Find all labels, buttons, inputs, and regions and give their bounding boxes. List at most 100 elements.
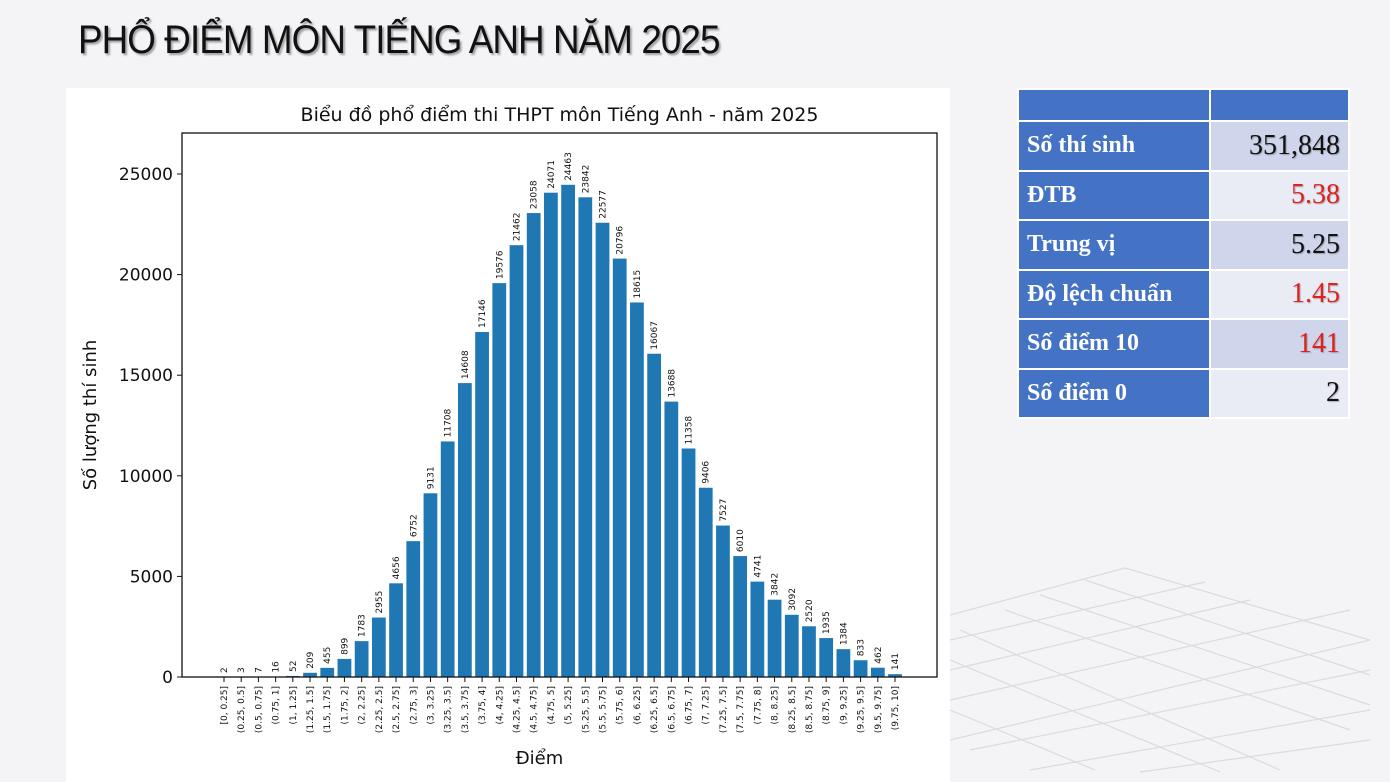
bar [371,617,386,677]
x-tick-label: (2.25, 2.5] [375,686,385,733]
bar-value-label: 6752 [409,514,419,537]
bar-value-label: 1783 [358,614,368,637]
stats-label: ĐTB [1017,169,1211,221]
bar-value-label: 24071 [547,160,557,189]
bar-value-label: 6010 [736,529,746,552]
slide-title: PHỔ ĐIỂM MÔN TIẾNG ANH NĂM 2025 [78,18,720,62]
stats-row-candidates: Số thí sinh 351,848 [1017,120,1350,172]
stats-row-std-dev: Độ lệch chuẩn 1.45 [1017,268,1350,320]
x-tick-label: (0.25, 0.5] [237,686,247,733]
bar-value-label: 9406 [702,461,712,484]
bar-value-label: 19576 [495,250,505,279]
bar [492,283,507,677]
x-tick-label: (7.75, 8] [753,686,763,725]
x-tick-label: (1.75, 2] [340,686,350,725]
bar-value-label: 3 [237,667,247,673]
bar [595,222,610,677]
bar-value-label: 23058 [530,180,540,209]
bar [836,649,851,677]
stats-value: 1.45 [1209,268,1350,320]
bar-value-label: 4656 [392,556,402,579]
stats-label: Số điểm 0 [1017,367,1211,419]
x-tick-label: (3.75, 4] [478,686,488,725]
bar [457,383,472,677]
bar-value-label: 20796 [616,226,626,255]
bar [647,353,662,677]
x-tick-label: (5, 5.25] [564,686,574,725]
bar [544,192,558,678]
bar-value-label: 462 [874,647,884,664]
stats-label: Số thí sinh [1017,120,1211,172]
x-tick-label: (0.5, 0.75] [254,686,264,733]
stats-value: 141 [1209,318,1350,370]
bar [578,197,593,677]
stats-table-header [1017,88,1350,122]
bar [802,626,816,677]
bar-value-label: 11708 [444,409,454,438]
bar-value-label: 17146 [478,299,488,328]
stats-value: 2 [1209,367,1350,419]
x-tick-label: (9.75, 10] [891,686,901,730]
bar-value-label: 14608 [461,350,471,379]
x-tick-label: (6.25, 6.5] [650,686,660,733]
x-tick-label: (1.5, 1.75] [323,686,333,733]
bar [870,667,885,677]
x-tick-label: (5.75, 6] [616,686,626,725]
stats-table: Số thí sinh 351,848 ĐTB 5.38 Trung vị 5.… [1017,88,1350,419]
bar-value-label: 18615 [633,270,643,299]
stats-header-cell [1017,88,1211,122]
bar-value-label: 22577 [599,190,609,219]
x-tick-label: (0.75, 1] [272,686,282,725]
x-tick-label: (5.5, 5.75] [599,686,609,733]
bar-value-label: 2955 [375,591,385,614]
stats-row-average: ĐTB 5.38 [1017,169,1350,221]
plot-frame [181,132,938,678]
bar-value-label: 833 [857,639,867,656]
bar [664,401,679,677]
bar [853,660,868,677]
bar-chart: Biểu đồ phổ điểm thi THPT môn Tiếng Anh … [80,104,938,769]
x-tick-label: (4.25, 4.5] [512,686,522,733]
y-tick-label: 0 [162,668,173,688]
bar [406,541,421,677]
bar [819,638,834,677]
y-tick-label: 20000 [119,266,173,286]
bar-value-label: 16 [272,661,282,673]
bar [440,441,455,677]
bar-value-label: 9131 [426,466,436,489]
bar [509,245,524,677]
decorative-perspective-grid [950,567,1371,773]
bar-value-label: 21462 [512,213,522,242]
stats-label: Số điểm 10 [1017,318,1211,370]
bar-value-label: 1935 [822,611,832,634]
x-axis-label: Điểm [516,748,564,769]
bar [733,556,748,677]
x-tick-label: (3.5, 3.75] [461,686,471,733]
x-tick-label: (9.25, 9.5] [857,686,867,733]
bar [320,667,335,677]
y-tick-label: 15000 [119,366,173,386]
bar [630,302,644,677]
stats-label: Trung vị [1017,219,1211,271]
x-tick-label: (1, 1.25] [289,686,299,725]
bar-value-label: 11358 [685,416,695,445]
bar-value-label: 899 [340,637,350,654]
x-tick-label: (2.5, 2.75] [392,686,402,733]
x-tick-label: (5.25, 5.5] [581,686,591,733]
bar-value-label: 141 [891,653,901,670]
x-tick-label: (7.5, 7.75] [736,686,746,733]
bar-value-label: 455 [323,647,333,664]
stats-row-score-10-count: Số điểm 10 141 [1017,318,1350,370]
bar-value-label: 3842 [771,573,781,596]
bar-value-label: 52 [289,661,299,672]
bar-value-label: 7527 [719,499,729,522]
x-tick-label: (4, 4.25] [495,686,505,725]
bar [526,213,541,677]
x-tick-label: (6.75, 7] [685,686,695,725]
bar-value-label: 24463 [564,152,574,181]
bar-value-label: 209 [306,651,316,668]
x-tick-label: (3.25, 3.5] [444,686,454,733]
x-tick-label: (2.75, 3] [409,686,419,725]
bar [716,525,730,677]
bar [612,258,627,677]
